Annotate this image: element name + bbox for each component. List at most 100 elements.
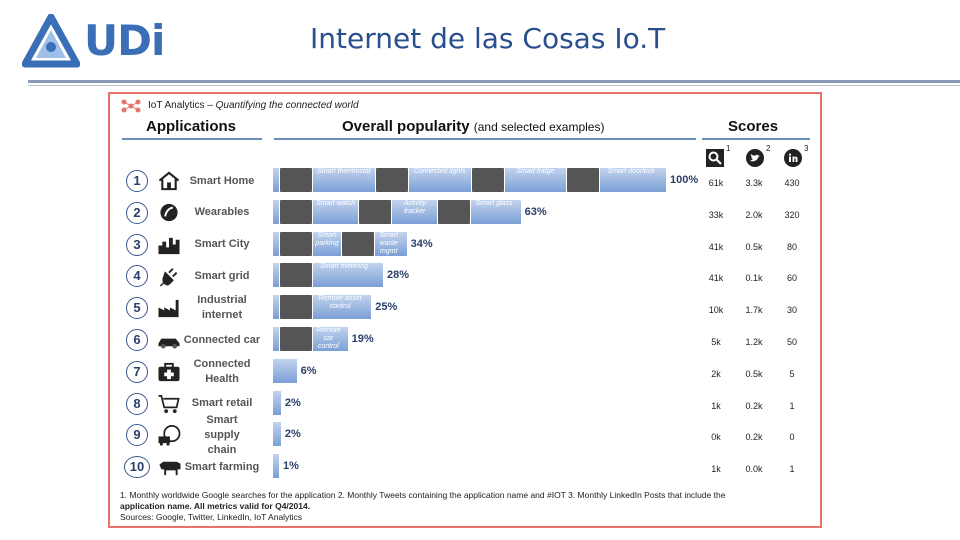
- example-photo: [374, 167, 409, 193]
- rank-number: 9: [126, 424, 148, 447]
- example-label: Smart metering: [320, 263, 368, 271]
- application-name: Smart retail: [191, 397, 253, 410]
- popularity-percent: 34%: [410, 237, 433, 250]
- popularity-header: Overall popularity (and selected example…: [342, 118, 605, 135]
- popularity-percent: 2%: [284, 428, 301, 441]
- example-tile: Activity tracker: [358, 198, 437, 225]
- google-score: 2k: [711, 368, 721, 379]
- example-label: Smart watch: [316, 199, 356, 207]
- example-tile: Smart waste mgmt: [340, 230, 403, 257]
- application-row: 5 Industrial internet 25% Remote asset cont…: [110, 291, 820, 323]
- footnote-sources: Sources: Google, Twitter, LinkedIn, IoT …: [120, 512, 303, 522]
- linkedin-score: 0: [789, 432, 795, 443]
- example-label: Smart thermostat: [317, 168, 371, 175]
- iot-analytics-logo-icon: [121, 99, 141, 113]
- example-tile: Remote asset control: [279, 294, 367, 321]
- popularity-bar: [273, 422, 281, 447]
- applications-underline: [122, 138, 262, 140]
- example-photo: [279, 326, 313, 352]
- scores-underline: [702, 138, 810, 140]
- twitter-score: 0.2k: [745, 400, 763, 411]
- example-photo: [279, 167, 313, 193]
- application-name: Smart supply chain: [204, 413, 240, 456]
- rank-number: 4: [126, 265, 148, 288]
- linkedin-score: 430: [784, 178, 800, 188]
- superscript-2: 2: [766, 144, 771, 153]
- linkedin-score: 60: [786, 273, 797, 284]
- example-label: Remote car control: [316, 327, 341, 350]
- slide-title: Internet de las Cosas Io.T: [310, 22, 666, 55]
- twitter-score: 0.2k: [745, 432, 763, 443]
- rank-number: 7: [126, 360, 148, 383]
- example-tile: Connected lights: [374, 167, 471, 193]
- cow-icon: [159, 461, 181, 476]
- example-label: Activity tracker: [403, 199, 426, 215]
- popularity-percent: 63%: [524, 205, 547, 218]
- iot-infographic: IoT Analytics – Quantifying the connecte…: [108, 92, 822, 528]
- example-photo: [566, 167, 601, 193]
- google-score: 1k: [711, 400, 721, 411]
- example-tile: Smart metering: [279, 262, 375, 289]
- popularity-bar: [273, 199, 521, 224]
- example-tile: Smart parking: [279, 230, 341, 257]
- scores-header: Scores: [728, 118, 779, 135]
- twitter-score: 3.3k: [745, 178, 763, 188]
- linkedin-score: 320: [784, 209, 800, 220]
- twitter-score: 0.0k: [745, 464, 763, 475]
- popularity-bar: [273, 390, 281, 415]
- triangle-logo-icon: [21, 13, 81, 68]
- infographic-brand: IoT Analytics – Quantifying the connecte…: [148, 100, 359, 111]
- application-row: 4 Smart grid 28% Smart metering 41k 0.1k 60: [110, 259, 820, 291]
- application-row: 8 Smart retail 2% 1k 0.2k 1: [110, 387, 820, 419]
- twitter-score: 1.2k: [745, 337, 763, 347]
- example-photo: [279, 262, 313, 289]
- example-photo: [279, 230, 313, 257]
- google-score: 1k: [711, 464, 721, 475]
- linkedin-score: 1: [789, 464, 795, 475]
- popularity-percent: 100%: [670, 174, 699, 186]
- example-photo: [279, 198, 313, 225]
- popularity-percent: 6%: [300, 364, 317, 377]
- example-label: Connected lights: [413, 168, 466, 175]
- example-label: Smart doorlock: [607, 168, 655, 175]
- superscript-1: 1: [726, 144, 731, 153]
- application-row: 7 Connected Health 6% 2k 0.5k 5: [110, 355, 820, 387]
- google-score: 41k: [708, 273, 724, 284]
- supply-chain-icon: [158, 425, 181, 447]
- application-name: Smart Home: [189, 174, 255, 187]
- superscript-3: 3: [804, 144, 809, 153]
- popularity-bar: [273, 168, 666, 192]
- wearable-icon: [160, 203, 178, 221]
- example-photo: [279, 294, 313, 321]
- example-tile: Smart fridge: [470, 167, 567, 193]
- example-photo: [437, 198, 472, 225]
- rank-number: 1: [126, 170, 148, 192]
- twitter-score: 0.5k: [745, 368, 763, 379]
- example-tile: Smart thermostat: [279, 167, 375, 193]
- cart-icon: [158, 394, 180, 413]
- twitter-icon: [746, 149, 764, 167]
- rank-number: 10: [124, 456, 150, 479]
- example-label: Remote asset control: [318, 295, 362, 311]
- google-score: 33k: [708, 209, 724, 220]
- rank-number: 5: [126, 297, 148, 320]
- house-icon: [158, 171, 180, 191]
- example-tile: Smart watch: [279, 198, 358, 225]
- rank-number: 6: [126, 329, 148, 351]
- twitter-score: 0.1k: [745, 273, 763, 284]
- udi-logo: UDi: [21, 13, 172, 70]
- city-icon: [158, 237, 180, 254]
- plug-icon: [159, 268, 178, 287]
- example-photo: [340, 230, 375, 257]
- example-label: Smart glass: [475, 199, 513, 207]
- rank-number: 8: [126, 392, 148, 415]
- application-row: 10 Smart farming 1% 1k 0.0k 1: [110, 450, 820, 482]
- factory-icon: [158, 300, 179, 318]
- application-row: 9 Smart supply chain 2% 0k 0.2k 0: [110, 413, 820, 456]
- twitter-score: 0.5k: [745, 241, 763, 252]
- google-score: 10k: [708, 305, 724, 316]
- rank-number: 2: [126, 201, 148, 224]
- rank-number: 3: [126, 233, 148, 256]
- twitter-score: 1.7k: [745, 305, 763, 316]
- popularity-percent: 2%: [284, 396, 301, 409]
